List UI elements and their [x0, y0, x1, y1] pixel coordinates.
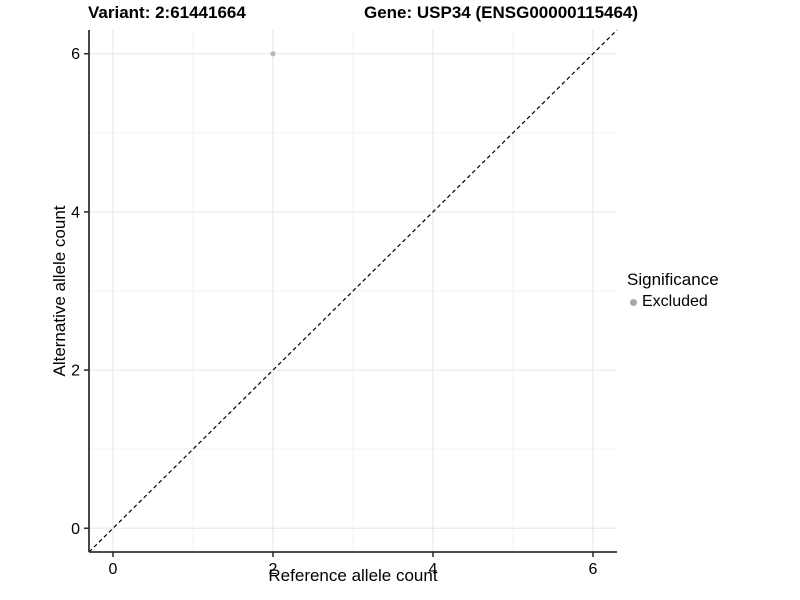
legend-item-label: Excluded: [642, 293, 708, 310]
legend: Significance Excluded: [627, 270, 719, 311]
data-point: [270, 51, 276, 57]
variant-title: Variant: 2:61441664: [88, 3, 246, 22]
x-axis-title: Reference allele count: [268, 566, 438, 585]
y-tick-label: 2: [71, 363, 80, 380]
x-tick-label: 2: [269, 561, 278, 578]
y-tick-label: 4: [71, 204, 80, 221]
y-tick-label: 6: [71, 46, 80, 63]
x-tick-label: 6: [589, 561, 598, 578]
x-tick-label: 0: [109, 561, 118, 578]
x-tick-label: 4: [429, 561, 438, 578]
legend-title: Significance: [627, 270, 719, 289]
y-tick-label: 0: [71, 521, 80, 538]
identity-line: [88, 29, 618, 553]
plot-panel: 0 0 2 2 4 4 6 6: [71, 29, 618, 578]
gene-title: Gene: USP34 (ENSG00000115464): [364, 3, 639, 22]
y-axis-title: Alternative allele count: [50, 205, 69, 377]
plot-svg: 0 0 2 2 4 4 6 6: [71, 29, 618, 578]
legend-item-excluded: Excluded: [627, 293, 719, 311]
legend-point-icon: [630, 298, 637, 306]
